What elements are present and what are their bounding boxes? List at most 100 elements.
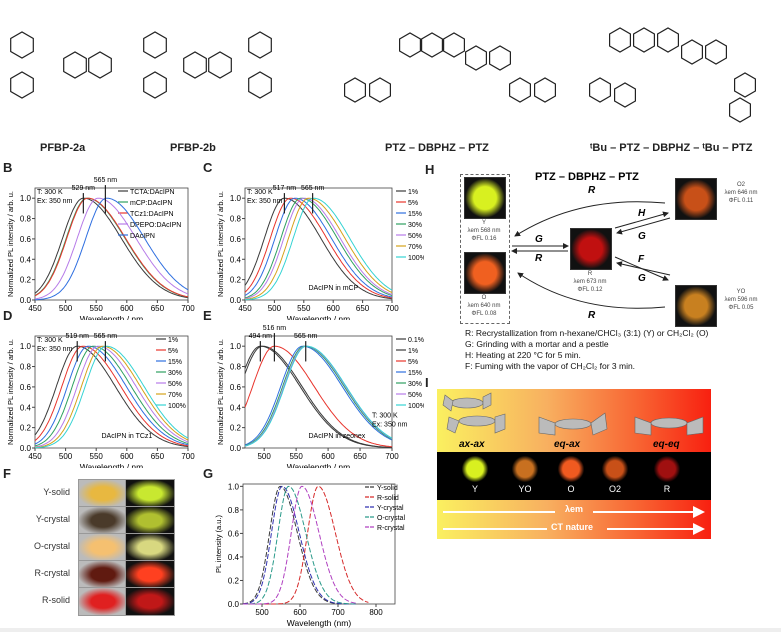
y-axis-label: Normalized PL intensity / arb. u.: [216, 191, 225, 297]
molecule-label-ptz-dbphz-ptz: PTZ – DBPHZ – PTZ: [385, 142, 489, 154]
bottom-border: [0, 628, 781, 632]
ring: [705, 39, 727, 65]
state-name: Y: [481, 220, 486, 226]
ring: [421, 32, 443, 58]
sample-label: YO: [518, 484, 532, 494]
series-line-1: [34, 345, 189, 448]
state-info-O: O λem 640 nm ΦFL 0.08: [460, 294, 508, 318]
legend-entry: DPEPO:DAcIPN: [130, 222, 181, 229]
state-lambda: λem 646 nm: [724, 190, 758, 196]
ring: [443, 32, 465, 58]
legend-entry: 1%: [408, 189, 418, 196]
y-tick-label: 1.0: [228, 482, 240, 491]
y-tick-label: 0.2: [230, 276, 242, 285]
arrow-g-o2: [616, 217, 671, 235]
sample-image-O: [558, 456, 584, 482]
arrow-label-r-bottom: R: [588, 310, 596, 321]
arrow-label-lambda-em: λem: [565, 504, 584, 514]
ring: [369, 77, 391, 103]
legend-h: H: Heating at 220 °C for 5 min.: [465, 350, 581, 360]
y-tick-label: 0.6: [230, 235, 242, 244]
y-tick-label: 0.4: [230, 255, 242, 264]
x-tick-label: 550: [289, 452, 303, 461]
bright-field-photo: [78, 533, 128, 562]
ring: [143, 71, 167, 99]
arrow-label-ct-nature: CT nature: [551, 522, 594, 532]
legend-entry: 100%: [168, 403, 186, 410]
conformer-label-eq-ax: eq-ax: [554, 439, 581, 450]
state-info-YO: YO λem 596 nm ΦFL 0.05: [717, 288, 765, 312]
x-tick-label: 600: [293, 608, 307, 617]
legend-entry: 1%: [408, 348, 418, 355]
legend-entry: Y-solid: [377, 485, 398, 492]
legend-entry: 30%: [408, 381, 422, 388]
plot-frame: [242, 483, 396, 605]
panel-letter-h: H: [425, 162, 435, 177]
y-tick-label: 1.0: [230, 194, 242, 203]
sample-strip: Y YO O O2 R: [437, 452, 711, 500]
series-line-TCz1DAcIPN: [34, 197, 189, 298]
state-info-R: R λem 673 nm ΦFL 0.12: [566, 270, 614, 294]
molecule-label-pfbp-2b: PFBP-2b: [170, 142, 216, 154]
y-tick-label: 0.2: [20, 424, 32, 433]
ring: [614, 82, 636, 108]
x-tick-label: 450: [238, 304, 252, 313]
arrow-label-g-o2: G: [638, 231, 646, 242]
plot-frame: [34, 187, 189, 301]
legend-entry: mCP:DAcIPN: [130, 200, 172, 207]
sample-photo-R: [570, 228, 612, 270]
peak-label: 565 nm: [94, 177, 118, 184]
peak-label: 519 nm: [66, 333, 90, 340]
state-phi: ΦFL 0.11: [728, 198, 754, 204]
annotation: T: 300 K: [37, 337, 63, 344]
series-line-100: [244, 345, 393, 447]
x-axis-label: Wavelength / nm: [287, 314, 350, 320]
ring: [344, 77, 366, 103]
series-line-Rcrystal: [243, 485, 358, 605]
panel-h-legend: R: Recrystallization from n-hexane/CHCl₃…: [465, 328, 708, 372]
ring: [681, 39, 703, 65]
arrow-label-h: H: [638, 208, 646, 219]
molecule-label-tbu-ptz-dbphz: ᵗBu – PTZ – DBPHZ – ᵗBu – PTZ: [590, 142, 753, 154]
ring: [734, 72, 756, 98]
peak-label: 565 nm: [94, 333, 118, 340]
bright-field-photo: [78, 479, 128, 508]
x-tick-label: 700: [181, 304, 195, 313]
x-tick-label: 700: [331, 608, 345, 617]
plot-frame: [244, 187, 393, 301]
legend-entry: 70%: [408, 244, 422, 251]
sample-label: R-solid: [41, 595, 70, 605]
fluorescence-photo: [125, 533, 175, 562]
legend-f: F: Fuming with the vapor of CH₂Cl₂ for 3…: [465, 361, 636, 371]
sample-label: O2: [608, 484, 621, 494]
series-line-1: [244, 345, 392, 448]
legend-entry: 15%: [168, 359, 182, 366]
x-tick-label: 650: [356, 304, 370, 313]
legend-entry: 70%: [168, 392, 182, 399]
x-tick-label: 600: [327, 304, 341, 313]
y-tick-label: 1.0: [230, 342, 242, 351]
series-line-50: [244, 345, 393, 447]
legend-entry: 50%: [408, 392, 422, 399]
ring: [63, 51, 87, 79]
ring: [248, 71, 272, 99]
series-line-30: [244, 345, 393, 447]
peak-label: 529 nm: [72, 185, 96, 192]
state-phi: ΦFL 0.05: [728, 305, 754, 311]
legend-entry: 5%: [408, 359, 418, 366]
legend-entry: TCz1:DAcIPN: [130, 211, 174, 218]
x-axis-label: Wavelength (nm): [287, 618, 352, 628]
series-line-70: [34, 345, 189, 448]
state-name: R: [587, 271, 593, 277]
y-tick-label: 0.8: [20, 215, 32, 224]
ring: [88, 51, 112, 79]
legend-entry: 30%: [408, 222, 422, 229]
bright-field-photo: [78, 560, 128, 589]
y-tick-label: 1.0: [20, 194, 32, 203]
legend-entry: 30%: [168, 370, 182, 377]
arrow-label-r-mid: R: [535, 253, 543, 264]
panel-letter-d: D: [3, 308, 13, 323]
y-tick-label: 0.0: [230, 444, 242, 453]
series-line-70: [244, 197, 393, 300]
